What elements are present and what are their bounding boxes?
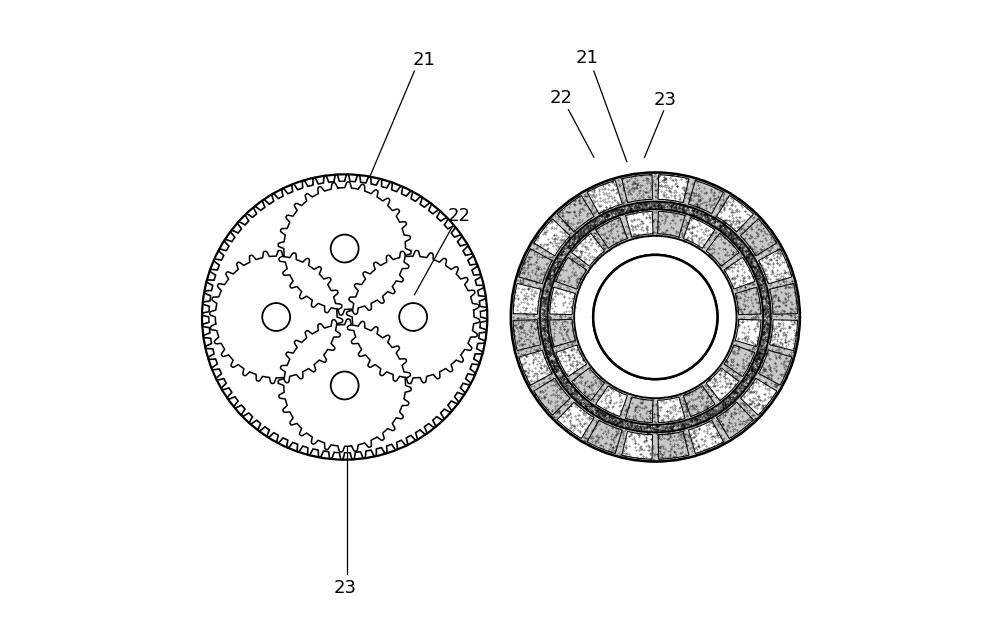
Wedge shape [534, 378, 570, 415]
Wedge shape [658, 397, 685, 423]
Circle shape [278, 319, 411, 452]
Wedge shape [622, 431, 653, 459]
Wedge shape [724, 257, 755, 289]
Wedge shape [626, 397, 653, 423]
Wedge shape [548, 209, 763, 425]
Text: 22: 22 [549, 89, 572, 107]
Circle shape [347, 250, 480, 384]
Wedge shape [557, 402, 594, 439]
Circle shape [278, 182, 411, 315]
Wedge shape [759, 249, 792, 284]
Circle shape [202, 174, 487, 460]
Wedge shape [534, 219, 570, 256]
Wedge shape [556, 257, 587, 289]
Wedge shape [706, 368, 739, 401]
Wedge shape [658, 175, 689, 203]
Wedge shape [557, 195, 594, 232]
Wedge shape [724, 345, 755, 377]
Wedge shape [596, 385, 627, 417]
Text: 23: 23 [333, 579, 356, 597]
Wedge shape [741, 219, 777, 256]
Wedge shape [658, 211, 685, 237]
Wedge shape [513, 283, 541, 314]
Text: 23: 23 [653, 91, 676, 108]
Wedge shape [572, 233, 604, 266]
Wedge shape [519, 249, 552, 284]
Wedge shape [683, 217, 715, 249]
Wedge shape [759, 350, 792, 385]
Wedge shape [735, 287, 761, 314]
Wedge shape [622, 175, 653, 203]
Text: 22: 22 [447, 207, 470, 224]
Wedge shape [770, 320, 798, 351]
Wedge shape [717, 402, 753, 439]
Circle shape [593, 255, 717, 379]
Wedge shape [550, 320, 575, 347]
Wedge shape [556, 345, 587, 377]
Wedge shape [688, 181, 724, 214]
Circle shape [331, 235, 359, 262]
Wedge shape [596, 217, 627, 249]
Circle shape [399, 303, 427, 331]
Circle shape [262, 303, 290, 331]
Wedge shape [706, 233, 739, 266]
Circle shape [593, 255, 717, 379]
Wedge shape [572, 368, 604, 401]
Wedge shape [540, 202, 771, 432]
Circle shape [210, 250, 343, 384]
Wedge shape [770, 283, 798, 314]
Text: 21: 21 [576, 49, 599, 67]
Wedge shape [587, 420, 622, 453]
Wedge shape [717, 195, 753, 232]
Wedge shape [741, 378, 777, 415]
Wedge shape [550, 287, 575, 314]
Wedge shape [511, 172, 800, 462]
Text: 21: 21 [412, 51, 435, 69]
Wedge shape [735, 320, 761, 347]
Wedge shape [626, 211, 653, 237]
Wedge shape [587, 181, 622, 214]
Wedge shape [658, 431, 689, 459]
Wedge shape [513, 320, 541, 351]
Circle shape [331, 372, 359, 399]
Wedge shape [683, 385, 715, 417]
Wedge shape [688, 420, 724, 453]
Wedge shape [519, 350, 552, 385]
